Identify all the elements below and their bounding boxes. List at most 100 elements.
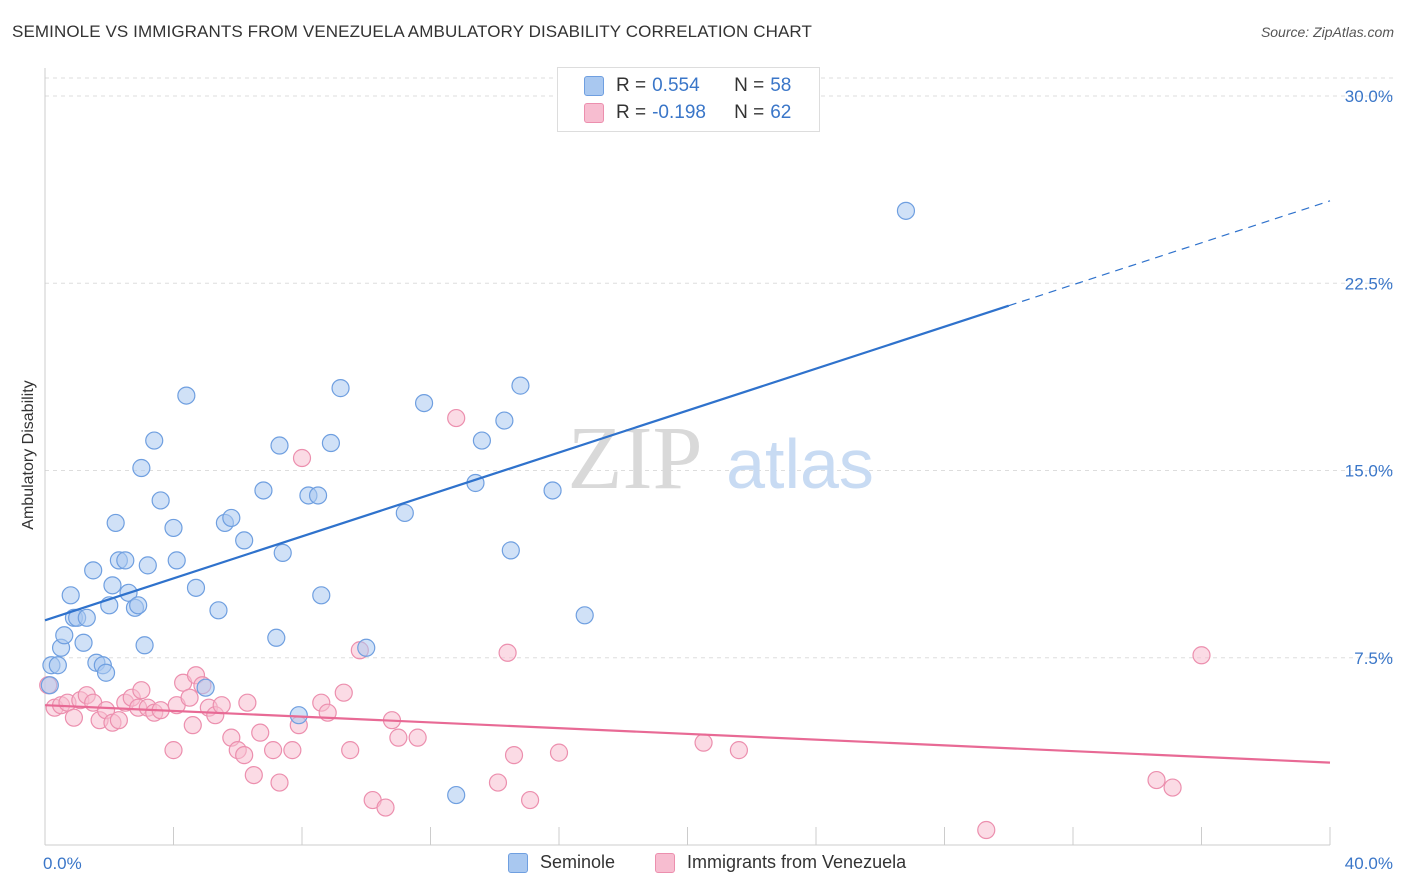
seminole-point <box>270 436 289 455</box>
data-points <box>39 201 1211 840</box>
seminole-point <box>472 431 491 450</box>
series-legend: Seminole Immigrants from Venezuela <box>0 852 1406 876</box>
venezuela-point <box>389 728 408 747</box>
seminole-point <box>501 541 520 560</box>
seminole-point <box>116 551 135 570</box>
venezuela-point <box>498 643 517 662</box>
seminole-point <box>48 656 67 675</box>
seminole-point <box>414 393 434 413</box>
venezuela-point <box>251 723 270 742</box>
legend-n-value: 58 <box>770 75 792 96</box>
venezuela-point <box>334 683 353 702</box>
legend-row-seminole: R = 0.554 N = 58 <box>584 74 791 98</box>
seminole-point <box>96 663 116 682</box>
seminole-point <box>132 458 151 478</box>
axes <box>44 68 1331 846</box>
y-tick-label: 15.0% <box>1345 462 1393 481</box>
legend-n-value: 62 <box>770 102 792 123</box>
venezuela-point <box>109 711 128 730</box>
legend-r-value: 0.554 <box>652 75 700 96</box>
seminole-point <box>164 518 183 538</box>
seminole-point <box>138 556 157 575</box>
legend-r-label: R = <box>616 102 647 123</box>
venezuela-point <box>238 693 257 712</box>
venezuela-point <box>132 681 151 700</box>
seminole-trend-extension <box>1008 200 1331 307</box>
seminole-point <box>186 578 206 597</box>
watermark-atlas: atlas <box>726 425 874 503</box>
legend-swatch-venezuela <box>584 103 604 123</box>
y-tick-label: 22.5% <box>1345 274 1393 293</box>
seminole-point <box>235 531 254 550</box>
legend-swatch-seminole <box>508 852 528 873</box>
venezuela-point <box>180 688 199 707</box>
legend-swatch-seminole <box>584 76 604 96</box>
legend-n-label: N = <box>734 75 765 96</box>
seminole-point <box>543 481 562 500</box>
legend-row-venezuela: R = -0.198 N = 62 <box>584 101 791 125</box>
chart-title: SEMINOLE VS IMMIGRANTS FROM VENEZUELA AM… <box>12 22 812 41</box>
seminole-point <box>254 481 273 500</box>
seminole-point <box>106 513 125 533</box>
venezuela-point <box>549 743 569 762</box>
trend-lines <box>44 200 1331 764</box>
watermark-zip: ZIP <box>568 409 703 508</box>
seminole-point <box>151 491 170 510</box>
venezuela-point <box>183 716 202 735</box>
venezuela-point <box>1192 646 1211 665</box>
seminole-point <box>135 636 154 655</box>
seminole-point <box>308 486 328 505</box>
venezuela-point <box>1147 770 1166 790</box>
seminole-point <box>145 431 164 450</box>
venezuela-point <box>263 741 283 760</box>
seminole-point <box>357 638 376 657</box>
seminole-point <box>495 411 514 430</box>
seminole-point <box>896 201 916 220</box>
venezuela-point <box>270 773 289 792</box>
seminole-point <box>209 601 228 620</box>
venezuela-point <box>729 741 749 760</box>
legend-r-label: R = <box>616 75 647 96</box>
seminole-point <box>196 678 215 697</box>
seminole-point <box>177 386 196 405</box>
seminole-point <box>395 503 414 523</box>
venezuela-point <box>1163 778 1182 797</box>
y-tick-label: 7.5% <box>1354 649 1393 668</box>
x-tick-label: 40.0% <box>1345 854 1393 873</box>
seminole-point <box>167 551 186 570</box>
x-tick-label: 0.0% <box>43 854 82 873</box>
correlation-legend: R = 0.554 N = 58 R = -0.198 N = 62 <box>557 67 820 132</box>
seminole-point <box>103 576 122 595</box>
venezuela-point <box>164 741 183 760</box>
seminole-point <box>77 608 96 627</box>
tick-labels: 7.5% 15.0% 22.5% 30.0% 0.0% 40.0% <box>43 87 1393 873</box>
seminole-point <box>55 626 74 645</box>
venezuela-point <box>447 408 466 428</box>
seminole-point <box>84 561 103 580</box>
source-note: Source: ZipAtlas.com <box>1260 24 1394 40</box>
seminole-trend-line <box>44 304 1010 622</box>
seminole-point <box>222 508 241 528</box>
y-tick-label: 30.0% <box>1345 87 1393 106</box>
legend-item-seminole: Seminole <box>508 852 615 873</box>
seminole-point <box>267 628 286 647</box>
seminole-point <box>273 543 292 562</box>
venezuela-point <box>408 728 427 747</box>
seminole-point <box>447 785 466 805</box>
legend-n-label: N = <box>734 102 765 123</box>
legend-item-venezuela: Immigrants from Venezuela <box>655 852 906 873</box>
legend-label-venezuela: Immigrants from Venezuela <box>687 852 907 872</box>
venezuela-point <box>504 746 524 765</box>
venezuela-trend-line <box>44 704 1331 764</box>
seminole-point <box>74 633 93 652</box>
seminole-point <box>61 586 80 605</box>
seminole-point <box>575 606 594 625</box>
venezuela-point <box>292 448 312 468</box>
legend-r-value: -0.198 <box>652 102 706 123</box>
venezuela-point <box>694 733 713 752</box>
venezuela-point <box>64 708 84 727</box>
seminole-point <box>129 596 148 615</box>
venezuela-point <box>977 820 996 840</box>
venezuela-point <box>212 696 231 715</box>
